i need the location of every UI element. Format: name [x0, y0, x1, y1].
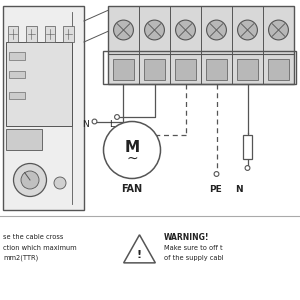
- Circle shape: [54, 177, 66, 189]
- Circle shape: [14, 164, 46, 196]
- Text: WARNING!: WARNING!: [164, 232, 209, 242]
- Circle shape: [238, 20, 257, 40]
- Circle shape: [245, 166, 250, 170]
- FancyBboxPatch shape: [206, 59, 227, 80]
- Polygon shape: [124, 235, 155, 263]
- FancyBboxPatch shape: [268, 59, 289, 80]
- Circle shape: [21, 171, 39, 189]
- Circle shape: [145, 20, 164, 40]
- FancyBboxPatch shape: [237, 59, 258, 80]
- Circle shape: [268, 20, 288, 40]
- FancyBboxPatch shape: [44, 26, 55, 42]
- Text: ction which maximum: ction which maximum: [3, 244, 76, 250]
- Text: FAN: FAN: [122, 184, 142, 194]
- Circle shape: [115, 115, 119, 119]
- FancyBboxPatch shape: [9, 92, 26, 99]
- FancyBboxPatch shape: [243, 135, 252, 159]
- Text: N: N: [82, 120, 88, 129]
- FancyBboxPatch shape: [144, 59, 165, 80]
- FancyBboxPatch shape: [175, 59, 196, 80]
- FancyBboxPatch shape: [9, 52, 26, 60]
- Text: M: M: [124, 140, 140, 154]
- FancyBboxPatch shape: [113, 59, 134, 80]
- FancyBboxPatch shape: [26, 26, 37, 42]
- Circle shape: [92, 119, 97, 124]
- Circle shape: [214, 172, 219, 176]
- Text: Make sure to off t: Make sure to off t: [164, 244, 222, 250]
- FancyBboxPatch shape: [6, 129, 42, 150]
- FancyBboxPatch shape: [6, 42, 72, 126]
- Text: !: !: [137, 250, 142, 260]
- Text: se the cable cross: se the cable cross: [3, 234, 63, 240]
- Text: of the supply cabl: of the supply cabl: [164, 255, 223, 261]
- Circle shape: [176, 20, 195, 40]
- Text: ~: ~: [126, 152, 138, 166]
- FancyBboxPatch shape: [9, 70, 26, 78]
- FancyBboxPatch shape: [8, 26, 18, 42]
- Circle shape: [114, 20, 134, 40]
- FancyBboxPatch shape: [108, 6, 294, 84]
- Circle shape: [207, 20, 226, 40]
- Text: L: L: [109, 120, 114, 129]
- Circle shape: [103, 122, 160, 178]
- Text: mm2(TTR): mm2(TTR): [3, 255, 38, 261]
- Text: PE: PE: [210, 184, 222, 194]
- FancyBboxPatch shape: [3, 6, 84, 210]
- Text: N: N: [235, 184, 242, 194]
- FancyBboxPatch shape: [63, 26, 74, 42]
